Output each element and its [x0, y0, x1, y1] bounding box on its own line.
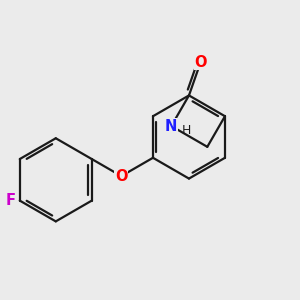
Text: N: N — [165, 118, 178, 134]
Text: F: F — [6, 193, 16, 208]
Text: O: O — [115, 169, 128, 184]
Text: H: H — [182, 124, 192, 137]
Text: O: O — [194, 55, 207, 70]
